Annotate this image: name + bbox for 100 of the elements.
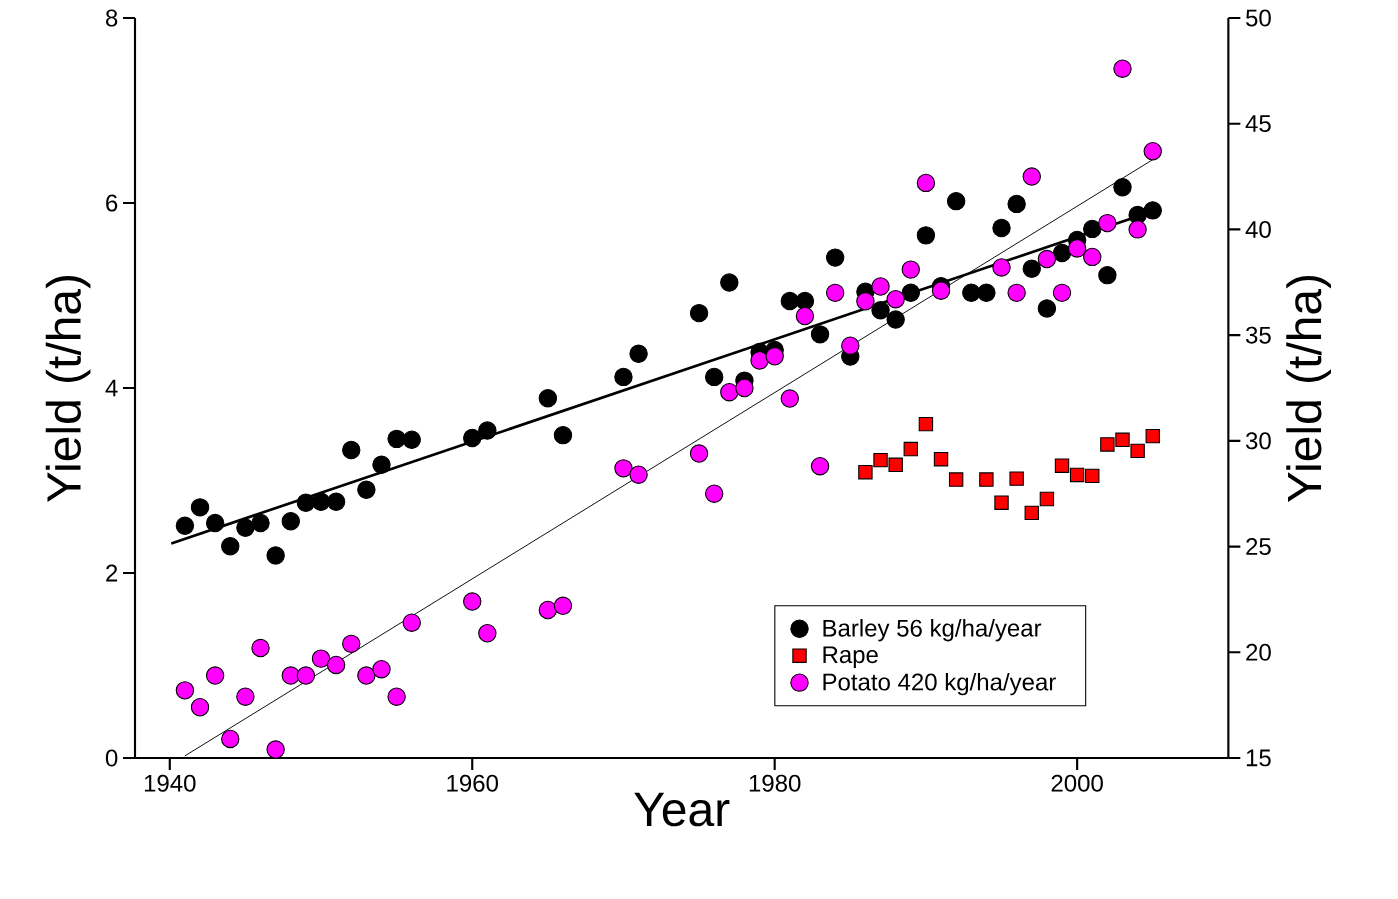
- point: [402, 613, 421, 632]
- y-tick-label: 6: [106, 194, 118, 212]
- legend-label: Barley 56 kg/ha/year: [823, 619, 1042, 642]
- point: [1009, 471, 1024, 486]
- point: [221, 729, 240, 749]
- point: [1130, 443, 1145, 459]
- point: [478, 624, 497, 643]
- point: [538, 388, 558, 408]
- point: [553, 596, 573, 615]
- point: [795, 306, 815, 326]
- point: [1128, 220, 1147, 239]
- point: [858, 464, 873, 480]
- point: [326, 655, 346, 675]
- point: [994, 495, 1009, 510]
- point: [916, 226, 936, 245]
- point: [825, 283, 845, 303]
- point: [704, 367, 724, 387]
- point: [931, 281, 951, 300]
- point: [387, 687, 406, 706]
- point: [1143, 201, 1162, 220]
- y-axis-title: Yield (t/ha): [45, 275, 91, 503]
- y-tick-label: 2: [106, 564, 118, 582]
- point: [886, 289, 905, 309]
- point: [873, 452, 888, 468]
- point: [871, 277, 890, 296]
- point: [795, 291, 815, 311]
- point: [841, 336, 860, 355]
- point: [221, 536, 240, 556]
- point: [266, 740, 285, 759]
- point: [1098, 265, 1117, 285]
- point: [1024, 505, 1039, 521]
- point: [190, 698, 210, 717]
- point: [614, 459, 633, 478]
- point: [342, 634, 361, 654]
- point: [1037, 249, 1057, 269]
- point: [992, 258, 1011, 277]
- point: [933, 452, 949, 467]
- x-tick-label: 2000: [1051, 774, 1103, 792]
- point: [1100, 437, 1115, 452]
- point: [1113, 59, 1132, 78]
- point: [175, 516, 195, 536]
- point: [720, 383, 739, 402]
- point: [903, 441, 918, 457]
- y2-axis-title: Yield (t/ha): [1286, 275, 1331, 503]
- point: [326, 492, 346, 511]
- point: [175, 681, 195, 700]
- point: [629, 344, 648, 363]
- y-tick-label: 4: [105, 379, 118, 397]
- point: [251, 513, 270, 533]
- point: [402, 430, 421, 450]
- point: [1143, 141, 1162, 161]
- point: [1022, 259, 1041, 278]
- point: [1054, 458, 1070, 473]
- point: [1098, 213, 1117, 233]
- point: [810, 325, 830, 344]
- point: [979, 472, 994, 487]
- y2-tick-label: 35: [1245, 326, 1271, 344]
- point: [750, 351, 769, 370]
- point: [1007, 283, 1026, 303]
- point: [765, 347, 784, 366]
- point: [1085, 468, 1100, 484]
- point: [1037, 299, 1057, 318]
- point: [266, 546, 285, 565]
- point: [720, 273, 739, 292]
- y-tick-label: 8: [105, 9, 118, 27]
- point: [463, 592, 482, 611]
- point: [780, 389, 800, 408]
- point: [372, 455, 391, 474]
- point: [357, 480, 376, 499]
- point: [205, 666, 225, 685]
- point: [311, 492, 331, 511]
- point: [689, 444, 709, 463]
- point: [311, 649, 331, 668]
- point: [977, 283, 996, 302]
- point: [916, 173, 936, 193]
- point: [689, 303, 709, 323]
- point: [1007, 194, 1026, 214]
- legend-label: Potato 420 kg/ha/year: [823, 672, 1056, 696]
- point: [281, 512, 300, 531]
- point: [1083, 219, 1102, 239]
- point: [205, 513, 225, 533]
- point: [1069, 467, 1085, 483]
- point: [478, 421, 497, 440]
- point: [372, 659, 391, 679]
- point: [856, 292, 875, 311]
- x-axis-title: Year: [634, 792, 730, 827]
- y-tick-label: 0: [105, 749, 118, 767]
- x-tick-label: 1960: [447, 774, 498, 792]
- point: [1052, 283, 1072, 303]
- point: [342, 440, 361, 460]
- point: [1113, 178, 1132, 197]
- point: [538, 600, 558, 620]
- y2-tick-label: 50: [1246, 9, 1271, 27]
- point: [704, 484, 724, 503]
- point: [614, 367, 633, 387]
- y2-tick-label: 25: [1246, 538, 1271, 556]
- point: [888, 457, 903, 472]
- point: [553, 425, 573, 445]
- point: [236, 687, 255, 706]
- y2-tick-label: 20: [1246, 643, 1271, 661]
